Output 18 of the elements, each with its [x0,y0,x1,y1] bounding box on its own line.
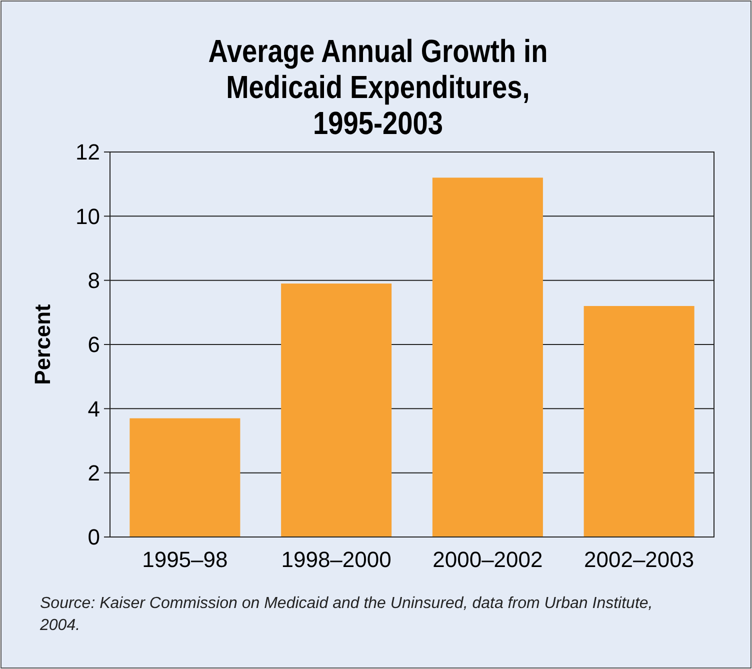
y-axis-title: Percent [30,303,55,385]
bar [432,178,543,537]
bar [130,418,240,537]
y-tick-label: 10 [76,204,100,229]
y-tick-label: 4 [88,396,100,422]
x-tick-label: 1995–98 [142,547,228,572]
x-tick-label: 1998–2000 [281,547,392,572]
chart-title: Average Annual Growth in Medicaid Expenditures, 1995-2003 [208,34,548,142]
y-tick-label: 0 [88,524,100,550]
y-tick-label: 12 [76,140,100,165]
source-note: Source: Kaiser Commission on Medicaid and the Uninsured, data from Urban Institute, 2004. [39,595,653,634]
x-tick-label: 2000–2002 [432,547,543,572]
y-tick-label: 8 [88,268,100,294]
bar [584,306,694,537]
bar [281,284,392,537]
y-tick-label: 2 [88,460,100,486]
x-tick-label: 2002–2003 [584,547,694,572]
y-tick-label: 6 [88,332,100,358]
